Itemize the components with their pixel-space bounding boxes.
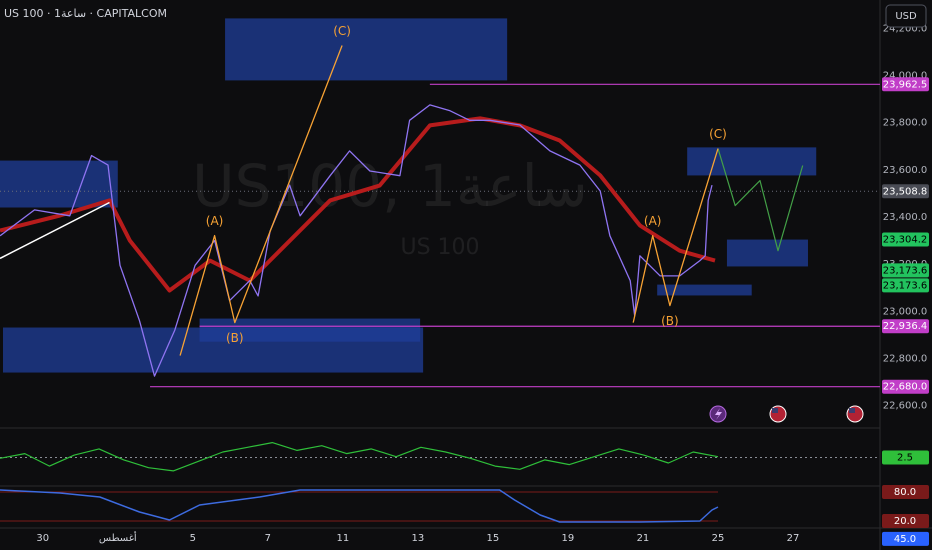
currency-button[interactable] (885, 4, 927, 28)
x-tick-label: 15 (487, 533, 500, 544)
x-tick-label: 7 (265, 533, 271, 544)
x-tick-label: أغسطس (99, 531, 137, 544)
rsi-line (0, 489, 719, 523)
y-tick-label: 22,800.0 (883, 353, 928, 364)
currency-label[interactable]: USD (895, 11, 917, 22)
plot: 22,600.022,800.023,000.023,200.023,400.0… (0, 18, 929, 546)
x-tick-label: 21 (637, 533, 650, 544)
price-badge-label: 23,962.5 (883, 79, 928, 90)
price-badge-label: 22,936.4 (883, 321, 928, 332)
wave-line (179, 45, 343, 356)
price-line (0, 104, 713, 377)
wave-label: (B) (226, 331, 244, 345)
x-tick-label: 27 (787, 533, 800, 544)
x-tick-label: 19 (562, 533, 575, 544)
wave-label: (B) (661, 314, 679, 328)
price-badge (882, 77, 929, 92)
zone (0, 160, 118, 208)
wave-label: (A) (206, 214, 224, 228)
price-badge (882, 379, 929, 394)
price-badge (882, 232, 929, 247)
x-tick-label: 30 (36, 533, 49, 544)
x-tick-label: 25 (712, 533, 725, 544)
lightning-icon (715, 408, 722, 420)
chart-title: US 100 · 1ساعة · CAPITALCOM (4, 7, 167, 20)
price-badge-label: 22,680.0 (883, 382, 928, 393)
price-badge-label: 23,304.2 (883, 235, 928, 246)
trend-line (0, 201, 110, 260)
price-badge-label: 2.5 (897, 453, 913, 464)
price-badge (882, 513, 929, 528)
y-tick-label: 23,400.0 (883, 212, 928, 223)
price-badge (882, 278, 929, 293)
flag-canton (772, 408, 778, 413)
y-tick-label: 23,000.0 (883, 306, 928, 317)
price-badge-label: 45.0 (894, 534, 916, 545)
y-tick-label: 24,200.0 (883, 23, 928, 34)
price-badge (882, 450, 929, 465)
price-badge-label: 80.0 (894, 487, 916, 498)
zone (687, 147, 817, 176)
price-badge-label: 23,173.6 (883, 265, 928, 276)
moving-average (0, 116, 716, 293)
wave-line (632, 148, 719, 323)
watermark-subtitle: US 100 (400, 235, 479, 260)
price-badge-label: 20.0 (894, 516, 916, 527)
price-badge (882, 184, 929, 199)
y-tick-label: 22,600.0 (883, 401, 928, 412)
price-badge (882, 319, 929, 334)
zone (225, 18, 508, 81)
price-badge (882, 485, 929, 500)
oscillator-line (0, 442, 719, 472)
price-badge (882, 531, 929, 546)
watermark: US100, 1ساعة (192, 152, 588, 220)
projection-path (717, 148, 804, 252)
zone (199, 318, 421, 342)
x-tick-label: 11 (336, 533, 349, 544)
wave-label: (C) (709, 127, 727, 141)
y-tick-label: 23,800.0 (883, 118, 928, 129)
wave-label: (A) (644, 214, 662, 228)
wave-label: (C) (333, 24, 351, 38)
x-tick-label: 5 (190, 533, 196, 544)
price-badge-label: 23,508.8 (883, 186, 928, 197)
y-tick-label: 23,600.0 (883, 165, 928, 176)
price-badge (882, 263, 929, 278)
price-badge-label: 23,173.6 (883, 280, 928, 291)
zone (657, 284, 752, 296)
y-tick-label: 24,000.0 (883, 70, 928, 81)
flag-canton (849, 408, 855, 413)
x-tick-label: 13 (412, 533, 425, 544)
zone (726, 239, 808, 267)
